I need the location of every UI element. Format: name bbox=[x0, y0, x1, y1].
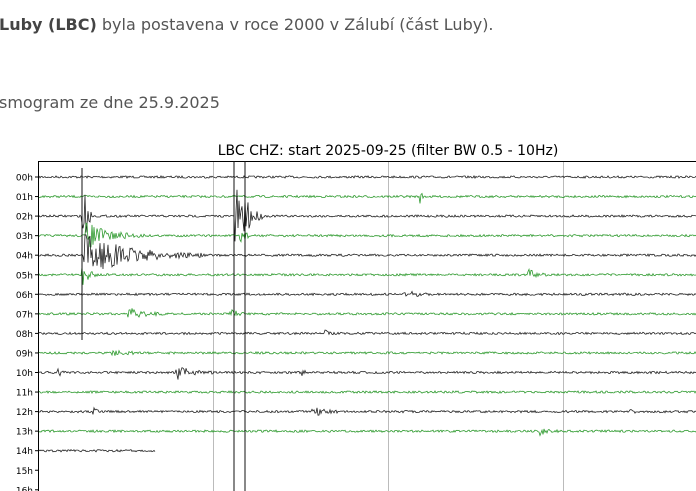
row-label: 01h bbox=[16, 193, 33, 203]
trace bbox=[38, 367, 696, 380]
trace bbox=[38, 222, 696, 248]
trace bbox=[38, 349, 696, 357]
row-label: 10h bbox=[16, 369, 33, 379]
trace bbox=[38, 266, 696, 285]
row-label: 09h bbox=[16, 349, 33, 359]
row-label: 08h bbox=[16, 330, 33, 340]
row-label: 04h bbox=[16, 252, 33, 262]
row-label: 00h bbox=[16, 174, 33, 184]
row-label: 02h bbox=[16, 213, 33, 223]
plot-title: LBC CHZ: start 2025-09-25 (filter BW 0.5… bbox=[218, 143, 559, 159]
trace bbox=[39, 406, 696, 416]
row-label: 15h bbox=[16, 467, 33, 477]
trace bbox=[38, 329, 696, 336]
trace bbox=[38, 428, 696, 437]
trace bbox=[38, 448, 156, 453]
trace bbox=[38, 308, 696, 318]
row-label: 16h bbox=[16, 486, 33, 491]
row-label: 14h bbox=[16, 447, 33, 457]
trace bbox=[38, 189, 696, 242]
trace bbox=[38, 175, 696, 179]
row-label: 06h bbox=[16, 291, 33, 301]
row-label: 05h bbox=[16, 271, 33, 281]
trace bbox=[38, 234, 696, 270]
trace bbox=[38, 390, 696, 395]
row-label: 11h bbox=[16, 389, 33, 399]
intro: Luby (LBC) byla postavena v roce 2000 v … bbox=[0, 15, 494, 34]
row-label: 03h bbox=[16, 232, 33, 242]
row-label: 07h bbox=[16, 310, 33, 320]
trace bbox=[38, 192, 696, 204]
station-name: Luby (LBC) bbox=[0, 15, 97, 34]
row-label: 13h bbox=[16, 428, 33, 438]
heading: smogram ze dne 25.9.2025 bbox=[0, 93, 220, 112]
trace bbox=[38, 290, 696, 297]
intro-text: byla postavena v roce 2000 v Zálubí (čás… bbox=[101, 15, 494, 34]
row-label: 12h bbox=[16, 408, 33, 418]
